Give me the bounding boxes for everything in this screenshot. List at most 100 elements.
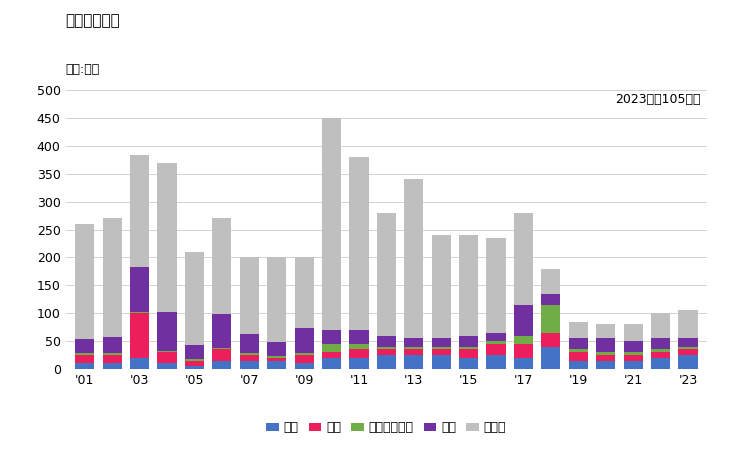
Bar	[679, 310, 698, 338]
Bar	[212, 350, 232, 360]
Bar	[404, 350, 424, 355]
Bar	[185, 360, 204, 366]
Bar	[377, 336, 396, 346]
Bar	[377, 346, 396, 350]
Bar	[349, 330, 369, 344]
Bar	[240, 360, 259, 369]
Bar	[514, 305, 533, 336]
Bar	[404, 346, 424, 350]
Bar	[623, 352, 643, 355]
Bar	[103, 364, 122, 369]
Bar	[651, 350, 670, 352]
Bar	[459, 235, 478, 336]
Bar	[157, 352, 176, 364]
Bar	[103, 218, 122, 337]
Bar	[157, 311, 176, 351]
Bar	[541, 346, 561, 369]
Bar	[432, 350, 451, 355]
Bar	[130, 313, 149, 358]
Bar	[651, 358, 670, 369]
Bar	[349, 358, 369, 369]
Legend: 中国, 香港, インドネシア, 台湾, その他: 中国, 香港, インドネシア, 台湾, その他	[262, 416, 511, 439]
Bar	[651, 313, 670, 338]
Bar	[569, 338, 588, 350]
Bar	[295, 353, 313, 355]
Bar	[267, 342, 286, 356]
Bar	[623, 324, 643, 341]
Bar	[185, 345, 204, 359]
Bar	[75, 224, 94, 339]
Bar	[240, 355, 259, 360]
Bar	[486, 341, 506, 344]
Bar	[432, 338, 451, 346]
Bar	[75, 339, 94, 353]
Bar	[240, 334, 259, 353]
Bar	[459, 350, 478, 358]
Bar	[130, 311, 149, 313]
Bar	[103, 353, 122, 355]
Bar	[459, 336, 478, 346]
Text: 2023年：105トン: 2023年：105トン	[615, 93, 701, 106]
Bar	[541, 333, 561, 346]
Bar	[679, 350, 698, 355]
Bar	[541, 294, 561, 305]
Bar	[322, 330, 341, 344]
Bar	[75, 353, 94, 355]
Bar	[596, 360, 615, 369]
Bar	[569, 352, 588, 360]
Bar	[514, 344, 533, 358]
Bar	[377, 213, 396, 336]
Bar	[295, 364, 313, 369]
Bar	[679, 355, 698, 369]
Bar	[295, 328, 313, 353]
Bar	[486, 333, 506, 341]
Bar	[157, 364, 176, 369]
Bar	[459, 358, 478, 369]
Bar	[651, 338, 670, 350]
Bar	[267, 356, 286, 358]
Bar	[432, 346, 451, 350]
Bar	[212, 218, 232, 314]
Bar	[404, 179, 424, 338]
Bar	[404, 355, 424, 369]
Bar	[75, 355, 94, 364]
Bar	[185, 366, 204, 369]
Bar	[185, 359, 204, 360]
Bar	[596, 324, 615, 338]
Bar	[486, 344, 506, 355]
Bar	[596, 352, 615, 355]
Bar	[103, 337, 122, 353]
Bar	[404, 338, 424, 346]
Bar	[459, 346, 478, 350]
Bar	[103, 355, 122, 364]
Bar	[514, 336, 533, 344]
Bar	[596, 355, 615, 360]
Bar	[130, 358, 149, 369]
Bar	[267, 360, 286, 369]
Bar	[651, 352, 670, 358]
Bar	[295, 355, 313, 364]
Bar	[212, 314, 232, 348]
Bar	[514, 358, 533, 369]
Bar	[157, 162, 176, 311]
Bar	[432, 355, 451, 369]
Bar	[322, 358, 341, 369]
Bar	[623, 360, 643, 369]
Bar	[349, 157, 369, 330]
Bar	[569, 322, 588, 338]
Bar	[322, 344, 341, 352]
Bar	[267, 358, 286, 360]
Bar	[679, 346, 698, 350]
Bar	[623, 355, 643, 360]
Bar	[569, 360, 588, 369]
Text: 輸出量の推移: 輸出量の推移	[66, 14, 120, 28]
Bar	[349, 350, 369, 358]
Bar	[240, 353, 259, 355]
Bar	[240, 257, 259, 334]
Bar	[432, 235, 451, 338]
Bar	[486, 355, 506, 369]
Bar	[322, 118, 341, 330]
Bar	[541, 305, 561, 333]
Bar	[349, 344, 369, 350]
Bar	[130, 267, 149, 311]
